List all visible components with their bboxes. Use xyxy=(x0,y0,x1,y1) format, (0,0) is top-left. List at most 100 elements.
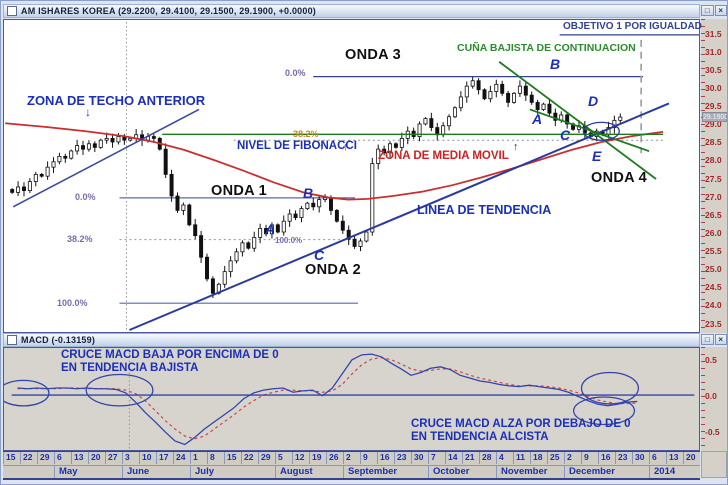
week-tick-label: 6 xyxy=(54,452,71,464)
up-arrow-3: ↑ xyxy=(513,141,519,153)
wave2-c-label: C xyxy=(314,247,325,263)
week-tick-label: 30 xyxy=(632,452,649,464)
candle-up xyxy=(364,231,369,242)
candle-up xyxy=(240,242,245,253)
macd-legend-checkbox[interactable] xyxy=(7,335,17,345)
week-tick-label: 17 xyxy=(156,452,173,464)
week-tick-label: 23 xyxy=(615,452,632,464)
month-label: August xyxy=(275,466,343,478)
wedge-b-label: B xyxy=(550,56,561,72)
linea-tendencia-label: LINEA DE TENDENCIA xyxy=(417,203,552,217)
techo-down-arrow: ↓ xyxy=(85,105,91,119)
wave2-b-label: B xyxy=(303,185,314,201)
candle-up xyxy=(57,155,62,163)
macd-axis[interactable]: 0.5 0.0 -0.5 xyxy=(701,347,727,451)
month-label: 2014 xyxy=(649,466,700,478)
candle-down xyxy=(169,173,174,197)
candle-up xyxy=(488,91,493,100)
close-icon[interactable]: × xyxy=(714,5,727,16)
candle-down xyxy=(110,137,115,143)
price-chart-canvas[interactable] xyxy=(3,19,700,333)
candle-up xyxy=(75,145,80,152)
candle-up xyxy=(181,204,186,211)
legend-checkbox[interactable] xyxy=(7,6,17,16)
candle-up xyxy=(517,85,522,94)
candle-down xyxy=(340,220,345,231)
candle-up xyxy=(441,125,446,136)
candle-down xyxy=(151,136,156,139)
candle-down xyxy=(523,85,528,96)
candle-down xyxy=(275,224,280,233)
macd-chart-canvas[interactable] xyxy=(3,347,700,451)
candle-down xyxy=(535,101,540,110)
macd-minimize-button[interactable]: □ xyxy=(701,334,714,345)
macd-panel-title: MACD (-0.13159) xyxy=(21,335,96,345)
fib3-382-label: 38.2% xyxy=(293,129,319,139)
week-tick-label: 29 xyxy=(37,452,54,464)
candle-down xyxy=(199,235,204,258)
week-tick-label: 16 xyxy=(377,452,394,464)
main-panel-title: AM ISHARES KOREA (29.2200, 29.4100, 29.1… xyxy=(21,6,316,16)
minimize-button[interactable]: □ xyxy=(701,5,714,16)
candle-up xyxy=(317,199,322,208)
zona-techo-label: ZONA DE TECHO ANTERIOR xyxy=(27,93,206,108)
candle-up xyxy=(323,197,328,200)
month-label: July xyxy=(190,466,275,478)
candle-up xyxy=(269,224,274,235)
candle-down xyxy=(547,103,552,114)
macd-line xyxy=(17,353,638,446)
onda1-label: ONDA 1 xyxy=(211,183,268,199)
candle-down xyxy=(92,143,97,148)
candle-down xyxy=(175,195,180,211)
week-tick-label: 29 xyxy=(258,452,275,464)
candle-down xyxy=(210,278,215,294)
candle-down xyxy=(193,224,198,237)
week-tick-label: 2 xyxy=(343,452,360,464)
price-axis-label: 28.5 xyxy=(705,137,722,148)
candle-down xyxy=(21,186,26,191)
candle-up xyxy=(512,92,516,103)
price-axis-label: 26.0 xyxy=(705,227,722,238)
week-tick-label: 16 xyxy=(598,452,615,464)
candle-up xyxy=(51,161,56,168)
macd-circle-right-bottom xyxy=(573,396,636,426)
candle-up xyxy=(27,181,32,191)
week-tick-label: 11 xyxy=(513,452,530,464)
onda2-label: ONDA 2 xyxy=(305,262,362,278)
price-axis-label: 29.0 xyxy=(705,119,722,130)
price-axis-label: 29.5 xyxy=(705,101,722,111)
macd-panel-titlebar[interactable]: MACD (-0.13159) xyxy=(3,333,700,347)
month-label: June xyxy=(122,466,190,478)
onda4-label: ONDA 4 xyxy=(591,170,648,186)
date-axis-bottom-border xyxy=(3,478,700,480)
candle-down xyxy=(393,143,398,148)
onda3-label: ONDA 3 xyxy=(345,47,402,63)
week-tick-label: 20 xyxy=(683,452,700,464)
candle-up xyxy=(33,173,38,182)
candle-down xyxy=(246,242,251,249)
macd-close-icon[interactable]: × xyxy=(714,334,727,345)
price-axis[interactable]: 31.5 31.0 30.5 30.0 29.5 29.0 28.5 28.0 27.5 27.0… xyxy=(701,19,727,333)
week-tick-label: 15 xyxy=(3,452,20,464)
candle-up xyxy=(305,202,310,210)
main-panel-titlebar[interactable]: AM ISHARES KOREA (29.2200, 29.4100, 29.1… xyxy=(3,4,700,18)
week-tick-label: 9 xyxy=(360,452,377,464)
week-tick-label: 19 xyxy=(309,452,326,464)
week-tick-label: 12 xyxy=(292,452,309,464)
date-axis[interactable]: 15 22 29 6 13 20 27 3 10 17 24 1 8 15 22 29 5 12 19 26 2 9 16 2… xyxy=(3,451,700,478)
month-label: October xyxy=(428,466,496,478)
wedge-e-label: E xyxy=(592,148,602,164)
candle-up xyxy=(541,103,546,110)
candle-down xyxy=(311,202,316,208)
week-tick-label: 14 xyxy=(445,452,462,464)
trendline-main xyxy=(129,102,670,331)
candle-up xyxy=(281,220,286,233)
week-tick-label: 13 xyxy=(666,452,683,464)
week-tick-label: 24 xyxy=(173,452,190,464)
fib1-100-label: 100.0% xyxy=(57,298,88,308)
week-tick-label: 22 xyxy=(20,452,37,464)
candle-up xyxy=(470,80,475,87)
candle-down xyxy=(506,92,511,103)
candle-up xyxy=(358,240,363,247)
week-row: 15 22 29 6 13 20 27 3 10 17 24 1 8 15 22 29 5 12 19 26 2 9 16 2… xyxy=(3,452,700,465)
